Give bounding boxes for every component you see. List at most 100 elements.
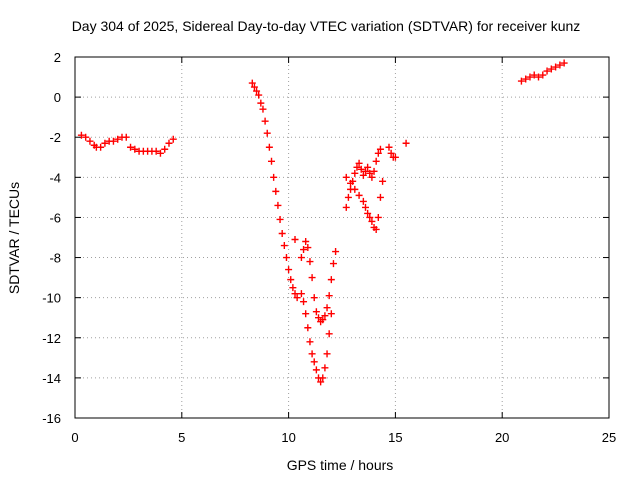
x-axis-label: GPS time / hours [287, 457, 394, 473]
data-point [543, 67, 551, 75]
data-point [319, 374, 327, 382]
data-point [327, 310, 335, 318]
data-point [368, 173, 376, 181]
data-point [304, 324, 312, 332]
data-point [353, 163, 361, 171]
data-point [347, 179, 355, 187]
data-point [101, 139, 109, 147]
data-point [355, 191, 363, 199]
data-point [265, 143, 273, 151]
data-point [522, 75, 530, 83]
plot-frame [74, 56, 610, 419]
y-tick-label: -16 [42, 411, 61, 426]
data-point [114, 135, 122, 143]
data-point [276, 215, 284, 223]
data-point [376, 193, 384, 201]
data-point [310, 294, 318, 302]
data-point [312, 308, 320, 316]
data-point [539, 71, 547, 79]
data-point [374, 149, 382, 157]
data-point [291, 290, 299, 298]
x-tick-label: 5 [178, 430, 185, 445]
data-point [376, 145, 384, 153]
data-point [131, 145, 139, 153]
data-point [327, 276, 335, 284]
data-point [161, 145, 169, 153]
data-point [156, 149, 164, 157]
data-point [165, 139, 173, 147]
y-tick-label: -4 [49, 170, 61, 185]
data-point [272, 187, 280, 195]
y-axis-label: SDTVAR / TECUs [6, 182, 22, 294]
data-point [351, 169, 359, 177]
data-point [361, 167, 369, 175]
data-point [280, 242, 288, 250]
data-point [530, 71, 538, 79]
data-point [370, 167, 378, 175]
y-tick-label: -12 [42, 331, 61, 346]
data-point [300, 246, 308, 254]
data-point [270, 173, 278, 181]
data-series [77, 59, 568, 386]
y-tick-label: -8 [49, 251, 61, 266]
data-point [297, 290, 305, 298]
x-tick-label: 25 [602, 430, 616, 445]
data-point [342, 173, 350, 181]
y-tick-label: 0 [54, 90, 61, 105]
x-tick-label: 20 [495, 430, 509, 445]
data-point [321, 312, 329, 320]
data-point [300, 298, 308, 306]
data-point [517, 77, 525, 85]
data-point [361, 203, 369, 211]
data-point [127, 143, 135, 151]
data-point [319, 316, 327, 324]
data-point [304, 244, 312, 252]
data-point [535, 73, 543, 81]
data-point [526, 73, 534, 81]
data-point [310, 358, 318, 366]
data-point [391, 153, 399, 161]
grid [75, 57, 609, 418]
data-point [97, 143, 105, 151]
data-point [248, 79, 256, 87]
data-point [302, 238, 310, 246]
data-point [291, 236, 299, 244]
data-point [385, 143, 393, 151]
y-tick-label: -10 [42, 291, 61, 306]
data-point [250, 83, 258, 91]
data-point [289, 284, 297, 292]
y-tick-label: -2 [49, 130, 61, 145]
data-point [268, 157, 276, 165]
data-point [556, 61, 564, 69]
data-point [122, 133, 130, 141]
data-point [306, 338, 314, 346]
data-point [323, 304, 331, 312]
data-point [282, 254, 290, 262]
data-point [278, 229, 286, 237]
x-tick-label: 15 [388, 430, 402, 445]
data-point [261, 117, 269, 125]
data-point [302, 310, 310, 318]
data-point [308, 350, 316, 358]
data-point [259, 105, 267, 113]
data-point [325, 292, 333, 300]
data-point [274, 201, 282, 209]
data-point [152, 147, 160, 155]
data-point [253, 87, 261, 95]
data-point [344, 193, 352, 201]
data-point [321, 364, 329, 372]
data-point [323, 350, 331, 358]
data-point [109, 137, 117, 145]
data-point [342, 203, 350, 211]
data-point [364, 163, 372, 171]
data-point [372, 225, 380, 233]
data-point [306, 258, 314, 266]
data-point [387, 149, 395, 157]
data-point [560, 59, 568, 67]
data-point [366, 169, 374, 177]
x-tick-label: 10 [281, 430, 295, 445]
data-point [297, 254, 305, 262]
data-point [368, 217, 376, 225]
data-point [257, 99, 265, 107]
